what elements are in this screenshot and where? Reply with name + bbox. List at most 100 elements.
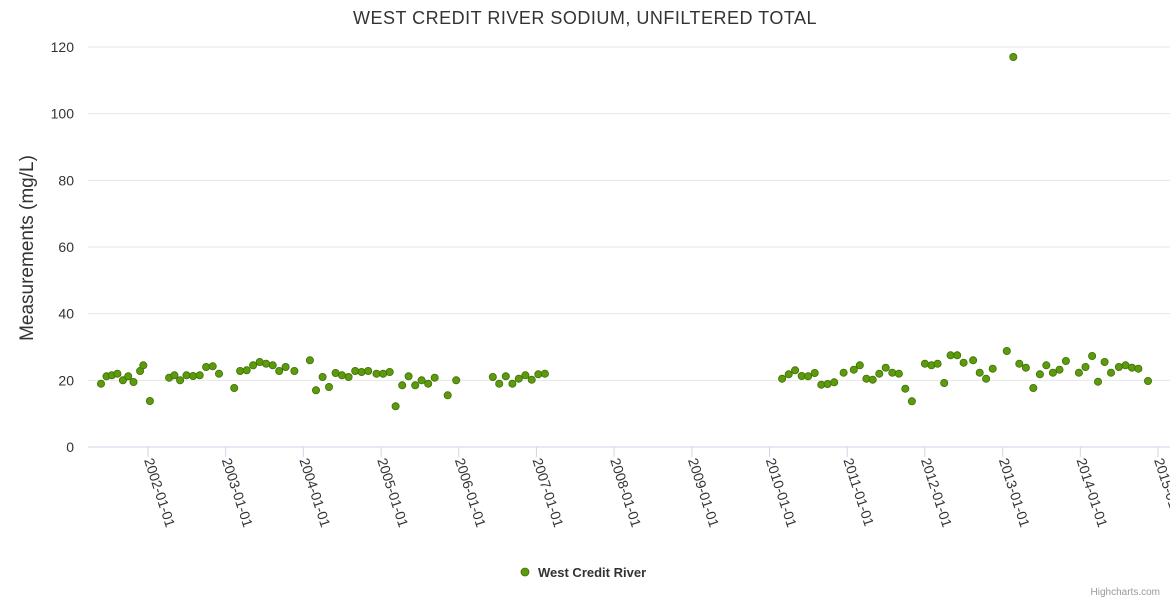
data-point[interactable] (189, 371, 198, 380)
data-point[interactable] (311, 386, 320, 395)
data-point[interactable] (324, 382, 333, 391)
data-point[interactable] (495, 379, 504, 388)
data-point[interactable] (268, 361, 277, 370)
data-point[interactable] (488, 372, 497, 381)
credits-link[interactable]: Highcharts.com (1091, 587, 1160, 598)
data-point[interactable] (1021, 363, 1030, 372)
data-point[interactable] (1009, 53, 1018, 62)
data-point[interactable] (176, 376, 185, 385)
data-point[interactable] (823, 379, 832, 388)
data-point[interactable] (275, 366, 284, 375)
data-point[interactable] (920, 359, 929, 368)
data-point[interactable] (982, 374, 991, 383)
legend[interactable]: West Credit River (520, 565, 646, 580)
data-point[interactable] (124, 372, 133, 381)
data-point[interactable] (379, 369, 388, 378)
data-point[interactable] (1035, 370, 1044, 379)
data-point[interactable] (1107, 368, 1116, 377)
data-point[interactable] (372, 369, 381, 378)
data-point[interactable] (97, 379, 106, 388)
data-point[interactable] (1128, 363, 1137, 372)
legend-item-west-credit-river[interactable]: West Credit River (538, 565, 646, 580)
data-point[interactable] (351, 366, 360, 375)
data-point[interactable] (404, 372, 413, 381)
data-point[interactable] (875, 369, 884, 378)
data-point[interactable] (364, 366, 373, 375)
data-point[interactable] (417, 376, 426, 385)
data-point[interactable] (839, 368, 848, 377)
data-point[interactable] (784, 370, 793, 379)
data-point[interactable] (202, 362, 211, 371)
data-point[interactable] (113, 369, 122, 378)
data-point[interactable] (778, 374, 787, 383)
data-point[interactable] (398, 381, 407, 390)
data-point[interactable] (337, 371, 346, 380)
data-point[interactable] (145, 396, 154, 405)
data-point[interactable] (208, 362, 217, 371)
data-point[interactable] (195, 371, 204, 380)
data-point[interactable] (907, 397, 916, 406)
data-point[interactable] (129, 377, 138, 386)
data-point[interactable] (969, 356, 978, 365)
data-point[interactable] (1134, 364, 1143, 373)
data-point[interactable] (540, 369, 549, 378)
data-point[interactable] (988, 364, 997, 373)
data-point[interactable] (1114, 362, 1123, 371)
data-point[interactable] (214, 369, 223, 378)
data-point[interactable] (933, 359, 942, 368)
data-point[interactable] (521, 371, 530, 380)
data-point[interactable] (262, 359, 271, 368)
data-point[interactable] (946, 351, 955, 360)
data-point[interactable] (1144, 376, 1153, 385)
data-point[interactable] (534, 370, 543, 379)
data-point[interactable] (508, 379, 517, 388)
data-point[interactable] (290, 366, 299, 375)
data-point[interactable] (1094, 377, 1103, 386)
data-point[interactable] (344, 372, 353, 381)
data-point[interactable] (230, 383, 239, 392)
data-point[interactable] (791, 366, 800, 375)
data-point[interactable] (1029, 383, 1038, 392)
data-point[interactable] (849, 365, 858, 374)
data-point[interactable] (1088, 351, 1097, 360)
legend-marker[interactable] (520, 567, 530, 577)
data-point[interactable] (1015, 359, 1024, 368)
data-point[interactable] (411, 381, 420, 390)
data-point[interactable] (901, 384, 910, 393)
data-point[interactable] (1055, 365, 1064, 374)
data-point[interactable] (830, 378, 839, 387)
data-point[interactable] (385, 367, 394, 376)
data-point[interactable] (959, 358, 968, 367)
data-point[interactable] (1002, 346, 1011, 355)
data-point[interactable] (953, 351, 962, 360)
data-point[interactable] (940, 378, 949, 387)
data-point[interactable] (236, 366, 245, 375)
data-point[interactable] (391, 402, 400, 411)
data-point[interactable] (888, 368, 897, 377)
data-point[interactable] (1074, 368, 1083, 377)
data-point[interactable] (1042, 361, 1051, 370)
data-point[interactable] (443, 391, 452, 400)
series-west-credit-river[interactable] (97, 53, 1153, 411)
data-point[interactable] (1081, 362, 1090, 371)
data-point[interactable] (810, 368, 819, 377)
data-point[interactable] (139, 361, 148, 370)
data-point[interactable] (855, 361, 864, 370)
data-point[interactable] (1048, 368, 1057, 377)
data-point[interactable] (1061, 356, 1070, 365)
data-point[interactable] (242, 366, 251, 375)
data-point[interactable] (868, 375, 877, 384)
data-point[interactable] (430, 373, 439, 382)
data-point[interactable] (975, 368, 984, 377)
data-point[interactable] (1100, 357, 1109, 366)
data-point[interactable] (527, 375, 536, 384)
data-point[interactable] (281, 362, 290, 371)
data-point[interactable] (305, 356, 314, 365)
data-point[interactable] (514, 374, 523, 383)
data-point[interactable] (357, 367, 366, 376)
data-point[interactable] (501, 372, 510, 381)
data-point[interactable] (182, 371, 191, 380)
data-point[interactable] (170, 371, 179, 380)
data-point[interactable] (804, 372, 813, 381)
data-point[interactable] (118, 376, 127, 385)
